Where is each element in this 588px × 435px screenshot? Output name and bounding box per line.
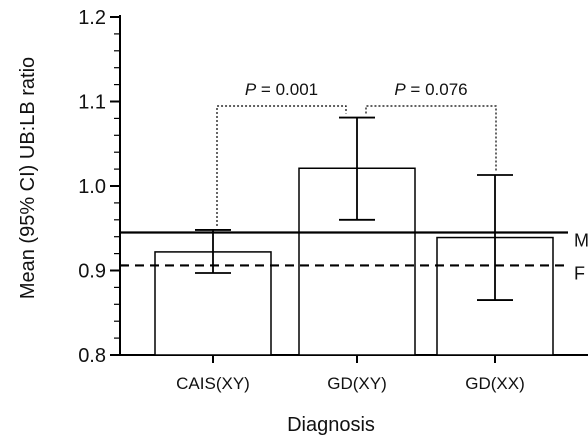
x-tick-label: CAIS(XY)	[176, 374, 250, 393]
p-value: = 0.001	[256, 80, 318, 99]
p-value-label: P = 0.001	[245, 80, 318, 99]
y-tick-label: 1.1	[78, 92, 106, 114]
p-value-label: P = 0.076	[394, 80, 467, 99]
x-axis-title: Diagnosis	[287, 414, 375, 435]
p-symbol: P	[394, 80, 406, 99]
reference-label-F: F	[574, 263, 585, 283]
p-value: = 0.076	[406, 80, 468, 99]
x-tick-label: GD(XX)	[465, 374, 525, 393]
y-axis-title: Mean (95% CI) UB:LB ratio	[17, 57, 39, 299]
y-tick-label: 1.0	[78, 176, 106, 198]
comparison-bracket	[365, 105, 497, 172]
x-tick-label: GD(XY)	[327, 374, 387, 393]
plot-area: 0.8 0.9 1.0 1.1 1.2 CAIS(XY) GD(XY) GD(XX) MF P =…	[78, 7, 588, 393]
y-tick-label: 0.8	[78, 345, 106, 367]
comparison-bracket	[216, 105, 347, 226]
reference-label-M: M	[574, 230, 588, 250]
y-tick-label: 1.2	[78, 7, 106, 29]
p-symbol: P	[245, 80, 257, 99]
y-tick-label: 0.9	[78, 261, 106, 283]
